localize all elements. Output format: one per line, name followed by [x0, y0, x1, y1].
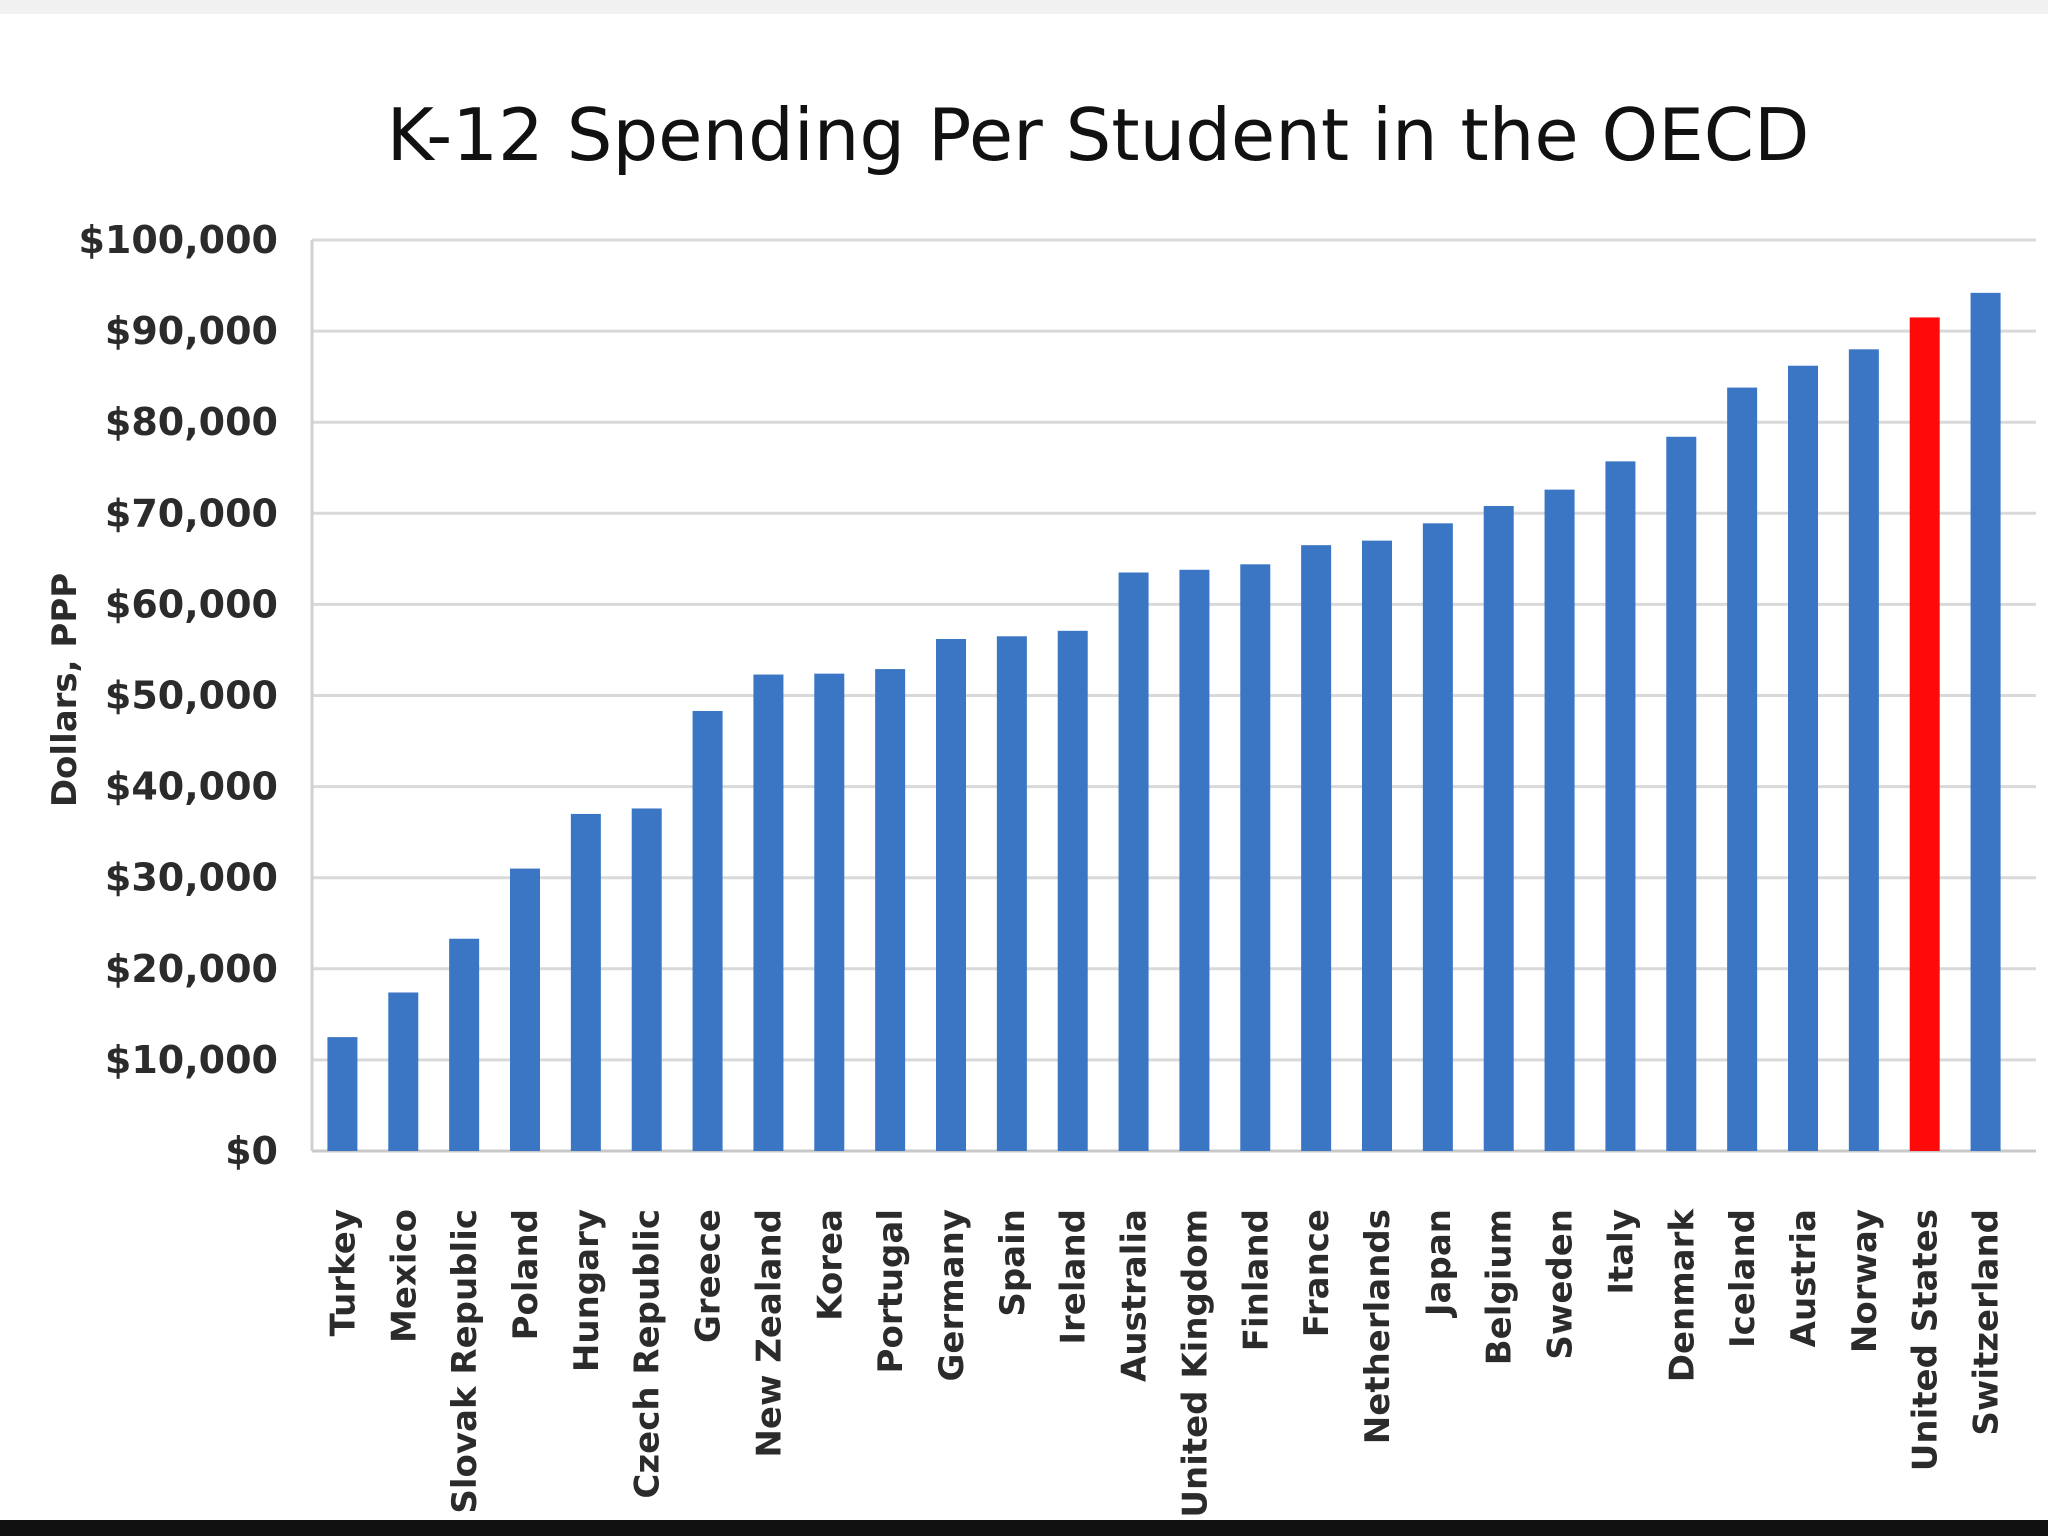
x-tick-label: Korea — [810, 1209, 850, 1321]
x-tick-label: Italy — [1601, 1209, 1641, 1295]
x-tick-label: Finland — [1236, 1209, 1276, 1351]
bar-united-kingdom — [1179, 569, 1210, 1151]
bar-france — [1301, 545, 1332, 1151]
x-tick-label: Spain — [993, 1209, 1033, 1317]
bars — [327, 292, 2001, 1152]
y-axis-label: Dollars, PPP — [45, 573, 85, 807]
x-tick-label: Greece — [689, 1209, 729, 1343]
bar-iceland — [1727, 387, 1758, 1151]
x-tick-label: United Kingdom — [1175, 1209, 1215, 1518]
bar-japan — [1422, 523, 1453, 1151]
x-tick-label: Mexico — [384, 1209, 424, 1343]
bar-netherlands — [1362, 540, 1392, 1151]
x-tick-label: Denmark — [1662, 1208, 1702, 1383]
x-tick-label: Iceland — [1723, 1209, 1763, 1348]
bar-belgium — [1483, 506, 1514, 1152]
bar-denmark — [1666, 436, 1697, 1151]
y-tick-label: $10,000 — [105, 1038, 278, 1082]
bar-finland — [1240, 564, 1271, 1151]
x-tick-label: Netherlands — [1358, 1209, 1398, 1444]
bar-switzerland — [1970, 292, 2001, 1151]
bar-portugal — [875, 669, 906, 1151]
x-tick-label: Poland — [506, 1209, 546, 1340]
x-tick-label: France — [1297, 1209, 1337, 1337]
bar-greece — [692, 710, 723, 1151]
y-tick-label: $20,000 — [105, 947, 278, 991]
chart-title: K-12 Spending Per Student in the OECD — [387, 93, 1810, 177]
bar-slovak-republic — [449, 938, 480, 1151]
bar-italy — [1605, 461, 1636, 1151]
y-tick-label: $0 — [225, 1129, 278, 1173]
y-axis-ticks: $0 $10,000 $20,000 $30,000 $40,000 $50,000 $60… — [78, 218, 278, 1173]
x-tick-label: Portugal — [871, 1209, 911, 1373]
x-tick-label: Switzerland — [1967, 1209, 2007, 1436]
y-tick-label: $80,000 — [105, 400, 278, 444]
y-tick-label: $50,000 — [105, 674, 278, 718]
bar-germany — [936, 639, 966, 1151]
bar-poland — [510, 868, 540, 1151]
y-tick-label: $60,000 — [105, 582, 278, 626]
x-tick-label: Japan — [1419, 1209, 1459, 1318]
bar-hungary — [570, 813, 601, 1151]
x-tick-label: New Zealand — [749, 1209, 789, 1458]
bar-ireland — [1057, 630, 1088, 1151]
y-tick-label: $40,000 — [105, 765, 278, 809]
x-tick-label: Belgium — [1480, 1209, 1520, 1365]
bar-new-zealand — [753, 674, 784, 1151]
x-tick-label: Hungary — [567, 1209, 607, 1372]
x-tick-label: Turkey — [323, 1209, 363, 1336]
bar-austria — [1788, 365, 1818, 1151]
x-tick-label: Austria — [1784, 1209, 1824, 1347]
bar-czech-republic — [631, 808, 662, 1151]
bar-united-states — [1909, 317, 1940, 1151]
bar-korea — [814, 673, 845, 1151]
gridlines — [310, 238, 2036, 1153]
bar-sweden — [1544, 489, 1575, 1151]
x-tick-label: Sweden — [1541, 1209, 1581, 1360]
y-tick-label: $30,000 — [105, 856, 278, 900]
bar-spain — [996, 636, 1027, 1151]
bar-norway — [1848, 349, 1879, 1151]
x-tick-label: Slovak Republic — [445, 1209, 485, 1514]
top-border — [0, 0, 2048, 14]
bar-australia — [1118, 572, 1149, 1151]
bottom-border — [0, 1520, 2048, 1536]
x-tick-label: Ireland — [1054, 1209, 1094, 1345]
y-tick-label: $90,000 — [105, 309, 278, 353]
x-axis-ticks: Turkey Mexico Slovak Republic Poland Hungary… — [323, 1208, 2006, 1518]
x-tick-label: Czech Republic — [628, 1209, 668, 1499]
y-tick-label: $70,000 — [105, 491, 278, 535]
y-tick-label: $100,000 — [78, 218, 278, 262]
bar-turkey — [327, 1037, 358, 1151]
bar-mexico — [388, 992, 419, 1151]
x-tick-label: Australia — [1115, 1209, 1155, 1382]
x-tick-label: Germany — [932, 1209, 972, 1381]
x-tick-label: Norway — [1845, 1209, 1885, 1353]
x-tick-label: United States — [1906, 1209, 1946, 1471]
